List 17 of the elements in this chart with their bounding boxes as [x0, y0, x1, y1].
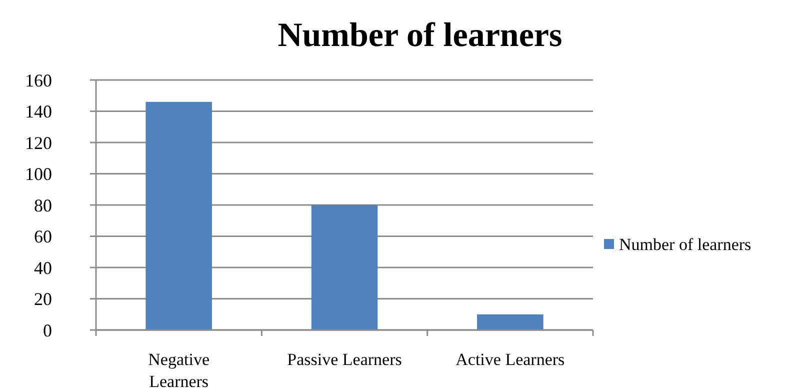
- y-tick-label: 20: [34, 289, 52, 310]
- x-tick-label: Active Learners: [456, 350, 565, 369]
- bar: [146, 102, 212, 330]
- y-tick-label: 80: [34, 195, 52, 216]
- y-tick-label: 120: [25, 132, 52, 153]
- chart-title: Number of learners: [278, 17, 562, 54]
- x-tick-label: Passive Learners: [287, 350, 402, 369]
- bar: [477, 314, 544, 330]
- legend-label: Number of learners: [619, 234, 752, 254]
- y-tick-label: 40: [34, 258, 52, 278]
- y-tick-label: 160: [25, 70, 52, 90]
- y-tick-label: 140: [25, 102, 52, 122]
- y-tick-label: 0: [43, 320, 52, 340]
- x-tick-label: Negative Learners: [148, 350, 210, 390]
- y-tick-label: 100: [25, 164, 52, 184]
- bar: [311, 205, 378, 330]
- y-tick-label: 60: [34, 226, 52, 247]
